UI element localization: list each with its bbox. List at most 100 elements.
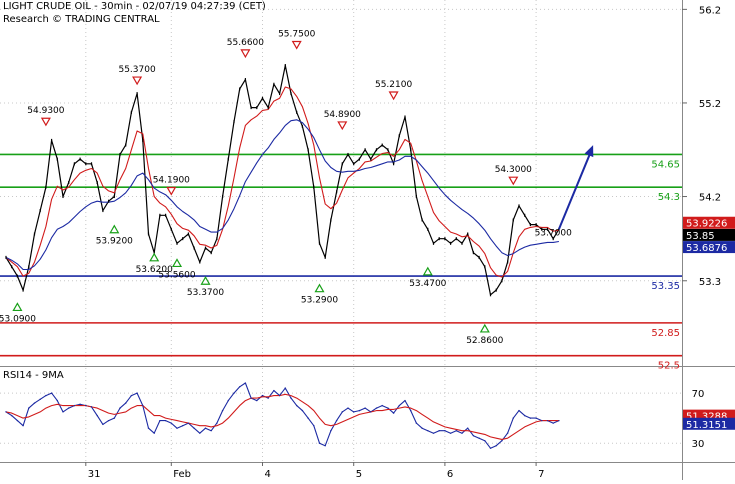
high-label: 55.6600 bbox=[227, 38, 264, 48]
last-value-badge bbox=[683, 216, 735, 229]
rsi-line bbox=[5, 382, 560, 449]
rsi-point bbox=[512, 417, 514, 419]
price-point bbox=[336, 190, 338, 194]
rsi-point bbox=[455, 429, 457, 432]
price-point bbox=[79, 157, 81, 161]
rsi-point bbox=[153, 432, 155, 434]
price-point bbox=[165, 213, 167, 217]
price-point bbox=[279, 92, 281, 96]
price-point bbox=[364, 148, 366, 152]
rsi-point bbox=[102, 423, 104, 426]
rsi-point bbox=[529, 417, 532, 419]
price-point bbox=[261, 96, 264, 100]
rsi-point bbox=[11, 414, 13, 417]
rsi-point bbox=[324, 445, 326, 447]
high-label: 55.2100 bbox=[375, 80, 412, 90]
price-point bbox=[273, 82, 275, 86]
high-marker bbox=[40, 117, 51, 127]
price-point bbox=[22, 288, 24, 292]
rsi-point bbox=[421, 427, 423, 429]
rsi-point bbox=[495, 445, 497, 447]
price-point bbox=[341, 162, 343, 166]
rsi-point bbox=[387, 407, 389, 409]
chart-source: Research © TRADING CENTRAL bbox=[3, 14, 160, 25]
high-marker bbox=[166, 186, 177, 196]
price-point bbox=[444, 237, 446, 241]
rsi-point bbox=[392, 412, 395, 414]
price-point bbox=[204, 246, 207, 250]
last-value-label: 53.6876 bbox=[686, 243, 727, 254]
rsi-point bbox=[216, 422, 218, 424]
rsi-point bbox=[159, 419, 161, 422]
price-point bbox=[239, 87, 241, 91]
price-point bbox=[119, 152, 121, 156]
rsi-point bbox=[524, 414, 526, 417]
rsi-point bbox=[68, 407, 70, 409]
price-point bbox=[142, 138, 144, 142]
rsi-point bbox=[193, 427, 195, 429]
rsi-point bbox=[187, 422, 190, 424]
rsi-point bbox=[410, 409, 412, 412]
rsi-point bbox=[136, 392, 138, 394]
rsi-point bbox=[256, 399, 258, 402]
rsi-point bbox=[45, 394, 47, 397]
price-point bbox=[90, 162, 93, 166]
low-label: 52.8600 bbox=[466, 336, 503, 346]
rsi-point bbox=[90, 406, 93, 408]
rsi-point bbox=[335, 419, 338, 422]
level-label: 52.85 bbox=[651, 328, 680, 339]
price-point bbox=[381, 143, 383, 147]
price-point bbox=[495, 288, 497, 292]
low-marker bbox=[314, 283, 325, 293]
price-point bbox=[455, 237, 457, 241]
rsi-point bbox=[552, 422, 554, 424]
rsi-point bbox=[318, 442, 321, 444]
rsi-point bbox=[518, 409, 520, 412]
low-label: 53.3700 bbox=[187, 288, 224, 298]
price-point bbox=[45, 185, 47, 189]
price-point bbox=[404, 115, 406, 119]
price-annotation: 53.7000 bbox=[535, 228, 572, 238]
price-point bbox=[102, 209, 104, 213]
rsi-point bbox=[364, 407, 366, 409]
last-value-label: 53.9226 bbox=[686, 219, 727, 230]
price-point bbox=[210, 251, 212, 255]
rsi-last-value-badge bbox=[683, 417, 735, 430]
rsi-point bbox=[415, 422, 418, 424]
price-point bbox=[461, 241, 463, 245]
rsi-tick-label: 70 bbox=[692, 389, 705, 400]
price-point bbox=[187, 232, 189, 236]
forecast-arrow-head bbox=[584, 145, 594, 158]
rsi-point bbox=[62, 411, 64, 413]
rsi-point bbox=[296, 404, 298, 407]
price-point bbox=[222, 195, 224, 199]
price-point bbox=[233, 120, 235, 124]
price-point bbox=[438, 237, 440, 241]
rsi-point bbox=[56, 399, 58, 402]
rsi-point bbox=[130, 394, 133, 397]
price-tick-label: 55.2 bbox=[699, 99, 721, 110]
price-background bbox=[0, 0, 682, 365]
price-point bbox=[393, 162, 395, 166]
rsi-point bbox=[546, 419, 549, 422]
high-marker bbox=[388, 91, 399, 101]
rsi-point bbox=[233, 392, 235, 394]
price-point bbox=[501, 279, 503, 283]
price-point bbox=[85, 162, 87, 166]
rsi-point bbox=[404, 399, 406, 402]
rsi-point bbox=[33, 402, 36, 404]
low-marker bbox=[479, 323, 490, 333]
level-label: 54.3 bbox=[658, 192, 680, 203]
low-label: 53.2900 bbox=[301, 296, 338, 306]
rsi-point bbox=[22, 424, 24, 427]
rsi-title: RSI14 - 9MA bbox=[3, 370, 64, 381]
price-point bbox=[552, 237, 554, 241]
price-point bbox=[182, 237, 184, 241]
price-point bbox=[28, 265, 30, 269]
price-point bbox=[324, 255, 326, 259]
rsi-point bbox=[558, 419, 560, 422]
rsi-point bbox=[370, 411, 372, 413]
rsi-point bbox=[535, 417, 537, 419]
rsi-last-value-label: 51.3151 bbox=[686, 420, 727, 431]
